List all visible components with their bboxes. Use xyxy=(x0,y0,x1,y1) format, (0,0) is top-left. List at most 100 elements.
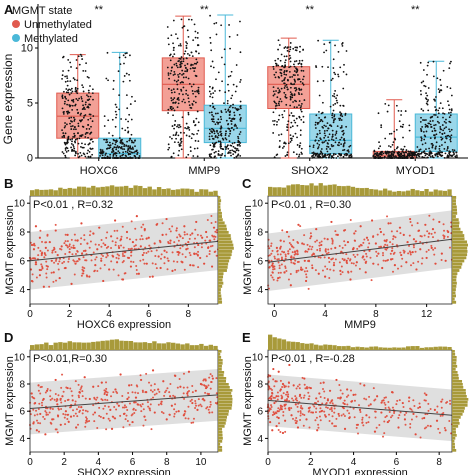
histogram-bar xyxy=(67,187,72,196)
jitter-point xyxy=(177,76,180,78)
scatter-point-density xyxy=(205,407,208,410)
scatter-point-density xyxy=(278,408,281,411)
scatter-point-density xyxy=(128,402,131,405)
jitter-point xyxy=(61,107,64,110)
jitter-point xyxy=(77,132,79,134)
y-axis-label: Gene expression xyxy=(1,54,15,145)
histogram-bar xyxy=(218,425,225,428)
histogram-bar xyxy=(124,340,129,350)
y-tick-label: 10 xyxy=(14,199,26,210)
jitter-point xyxy=(69,80,72,82)
scatter-point-density xyxy=(194,407,197,410)
jitter-point xyxy=(343,138,346,140)
scatter-point-density xyxy=(54,392,57,395)
scatter-point-density xyxy=(391,257,394,260)
jitter-point xyxy=(211,87,214,90)
jitter-point xyxy=(292,63,295,66)
scatter-point-density xyxy=(206,219,209,222)
scatter-point xyxy=(187,370,191,373)
scatter-point-density xyxy=(287,235,290,238)
histogram-bar xyxy=(105,186,110,196)
jitter-point xyxy=(327,127,330,130)
jitter-point xyxy=(335,137,338,140)
histogram-bar xyxy=(218,227,227,231)
histogram-bar xyxy=(218,250,233,253)
jitter-point xyxy=(170,108,173,111)
scatter-point xyxy=(113,219,117,222)
jitter-point xyxy=(212,118,215,121)
histogram-bar xyxy=(218,259,230,263)
scatter-point-density xyxy=(347,271,350,274)
jitter-point xyxy=(332,144,335,147)
jitter-point xyxy=(64,156,67,159)
jitter-point xyxy=(423,84,426,87)
scatter-point-density xyxy=(82,272,85,275)
scatter-point-density xyxy=(319,382,322,385)
jitter-point xyxy=(195,117,198,120)
scatter-point-density xyxy=(178,378,181,381)
jitter-point xyxy=(228,114,231,116)
jitter-point xyxy=(73,147,76,150)
jitter-point xyxy=(290,137,293,140)
scatter-point-density xyxy=(165,233,168,236)
scatter-point xyxy=(373,430,377,433)
significance-label: ** xyxy=(94,4,103,16)
jitter-point xyxy=(449,87,452,90)
scatter-point-density xyxy=(307,410,310,413)
scatter-point-density xyxy=(317,256,320,259)
scatter-point-density xyxy=(43,256,46,259)
jitter-point xyxy=(175,64,178,67)
box-mmp9-unmethylated xyxy=(161,15,205,159)
scatter-point-density xyxy=(276,416,279,419)
jitter-point xyxy=(119,155,122,158)
scatter-point-density xyxy=(209,387,212,390)
histogram-bar xyxy=(392,347,397,350)
jitter-point xyxy=(284,59,287,62)
scatter-point-density xyxy=(313,405,316,408)
scatter-point-density xyxy=(126,236,129,239)
scatter-point-density xyxy=(310,411,313,414)
jitter-point xyxy=(77,122,80,125)
scatter-point-density xyxy=(81,268,84,271)
scatter-point xyxy=(275,246,278,249)
scatter-point-density xyxy=(61,373,64,376)
scatter-point-density xyxy=(350,270,353,273)
jitter-point xyxy=(302,115,305,118)
scatter-point-density xyxy=(213,250,216,253)
histogram-bar xyxy=(452,353,456,356)
fit-line xyxy=(29,394,219,409)
scatter-point xyxy=(418,406,422,409)
jitter-point xyxy=(330,144,333,146)
jitter-point xyxy=(238,113,241,116)
jitter-point xyxy=(296,46,299,49)
scatter-point-density xyxy=(169,382,172,385)
scatter-point-density xyxy=(45,241,48,244)
scatter-point xyxy=(425,256,428,260)
scatter-point-density xyxy=(40,268,43,271)
histogram-bar xyxy=(218,237,232,241)
scatter-point-density xyxy=(94,243,97,246)
scatter-point xyxy=(147,236,150,239)
scatter-point-density xyxy=(78,396,81,399)
jitter-point xyxy=(348,145,351,148)
scatter-point-density xyxy=(66,240,69,243)
scatter-point-density xyxy=(432,218,435,221)
jitter-point xyxy=(220,24,223,27)
histogram-bar xyxy=(218,281,224,285)
jitter-point xyxy=(185,134,188,137)
histogram-bar xyxy=(452,227,461,231)
jitter-point xyxy=(116,140,118,143)
jitter-point xyxy=(181,73,183,76)
scatter-point-density xyxy=(32,408,35,411)
jitter-point xyxy=(233,125,236,127)
jitter-point xyxy=(280,100,283,103)
scatter-point-density xyxy=(416,222,419,225)
jitter-point xyxy=(185,44,188,47)
x-tick-label: 0 xyxy=(272,309,278,320)
scatter-point xyxy=(397,426,400,429)
scatter-point-density xyxy=(300,404,303,407)
scatter-point-density xyxy=(306,243,309,246)
jitter-point xyxy=(236,154,239,157)
scatter-point-density xyxy=(323,237,326,240)
